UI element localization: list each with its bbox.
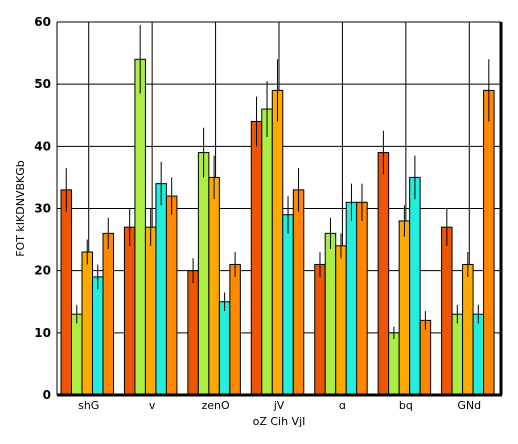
y-tick-label: 0 [43, 388, 51, 402]
bar [155, 183, 167, 396]
y-tick-label: 50 [34, 77, 51, 91]
bar [377, 152, 390, 396]
bar [71, 313, 83, 396]
bar [261, 108, 273, 396]
bar [271, 89, 284, 396]
x-tick-label: shG [78, 399, 99, 412]
y-tick-label: 10 [34, 326, 51, 340]
bar [345, 201, 358, 396]
x-axis-title: oZ Cih VjI [253, 415, 306, 428]
bar [441, 226, 453, 396]
bar [324, 232, 337, 396]
x-tick-label: ɑ [339, 399, 346, 412]
x-tick-label: bq [399, 399, 413, 412]
x-tick-label: v [149, 399, 156, 412]
bar [60, 189, 72, 396]
bar [208, 176, 220, 396]
bar [187, 270, 199, 396]
bar [92, 276, 104, 396]
bar [144, 226, 157, 396]
plot-frame [56, 21, 503, 397]
y-axis-title: FOT kIKDNVBKGb [14, 160, 27, 257]
bar [472, 313, 485, 396]
bar [218, 301, 231, 396]
bar [81, 251, 93, 396]
bar [102, 232, 114, 396]
bar [314, 263, 326, 396]
y-tick-labels: 0 10 20 30 40 50 60 [34, 15, 51, 402]
bar [123, 226, 136, 396]
x-tick-label: zenO [201, 399, 230, 412]
x-tick-label: jV [273, 399, 285, 412]
bar [451, 313, 464, 396]
bar [197, 152, 210, 396]
bar [292, 189, 305, 396]
bar [419, 319, 432, 396]
error-bars [65, 25, 490, 340]
bar [462, 263, 474, 396]
y-tick-label: 40 [34, 139, 51, 153]
x-category-labels: shG v zenO jV ɑ bq GNd [78, 399, 481, 412]
bar [483, 89, 495, 396]
bar [398, 220, 411, 396]
bar [282, 214, 294, 396]
bar [134, 58, 146, 396]
y-tick-label: 30 [34, 202, 51, 216]
bar [388, 332, 400, 396]
x-tick-label: GNd [457, 399, 481, 412]
bar [409, 176, 421, 396]
bar [335, 245, 347, 396]
bar [165, 195, 178, 396]
y-tick-label: 20 [34, 264, 51, 278]
y-tick-label: 60 [34, 15, 51, 29]
bar [229, 263, 241, 396]
bar [250, 120, 263, 396]
bar [356, 201, 368, 396]
